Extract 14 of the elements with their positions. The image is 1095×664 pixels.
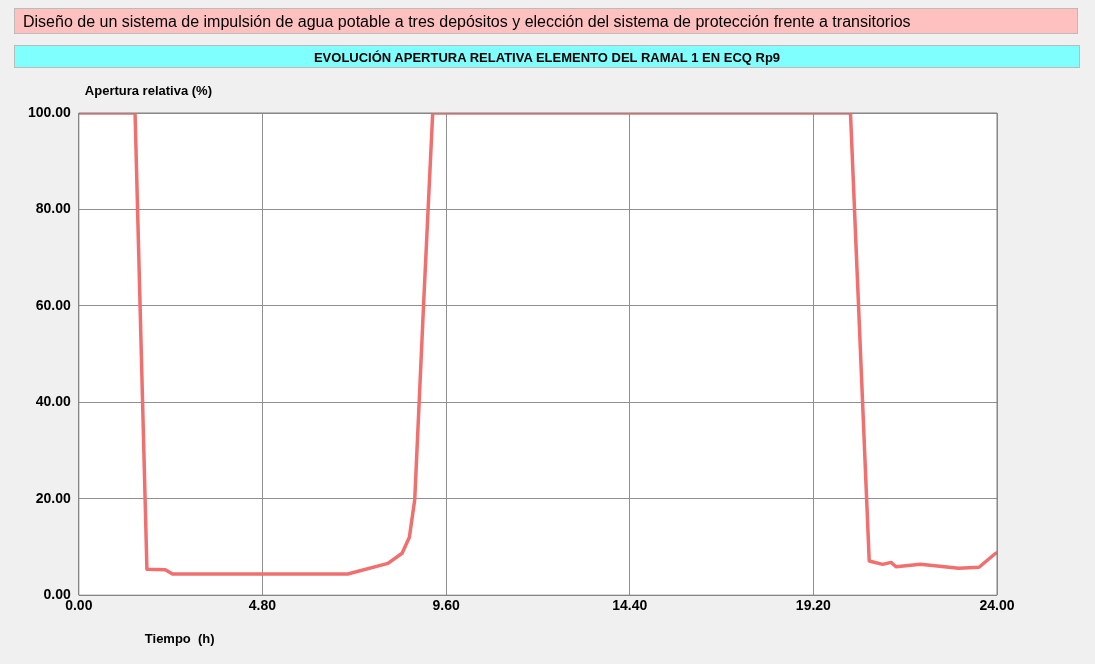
y-tick-label: 80.00 [35, 200, 72, 217]
y-tick-label: 100.00 [27, 103, 72, 120]
x-tick-label: 19.20 [795, 597, 832, 614]
x-tick-label: 24.00 [979, 597, 1015, 614]
chart-title: Diseño de un sistema de impulsión de agua potable a tres depósitos y elección del sistema de protección frente a transitorios [14, 8, 1078, 34]
y-tick-label: 60.00 [35, 296, 72, 313]
x-tick-label: 4.80 [248, 597, 277, 614]
x-axis-title: Tiempo (h) [144, 631, 215, 647]
chart-subtitle: EVOLUCIÓN APERTURA RELATIVA ELEMENTO DEL RAMAL 1 EN ECQ Rp9 [14, 45, 1080, 68]
y-tick-label: 40.00 [35, 393, 72, 410]
x-tick-label: 14.40 [612, 597, 648, 614]
x-tick-label: 9.60 [432, 597, 460, 614]
y-axis-title: Apertura relativa (%) [84, 83, 212, 98]
y-tick-label: 20.00 [35, 489, 72, 506]
